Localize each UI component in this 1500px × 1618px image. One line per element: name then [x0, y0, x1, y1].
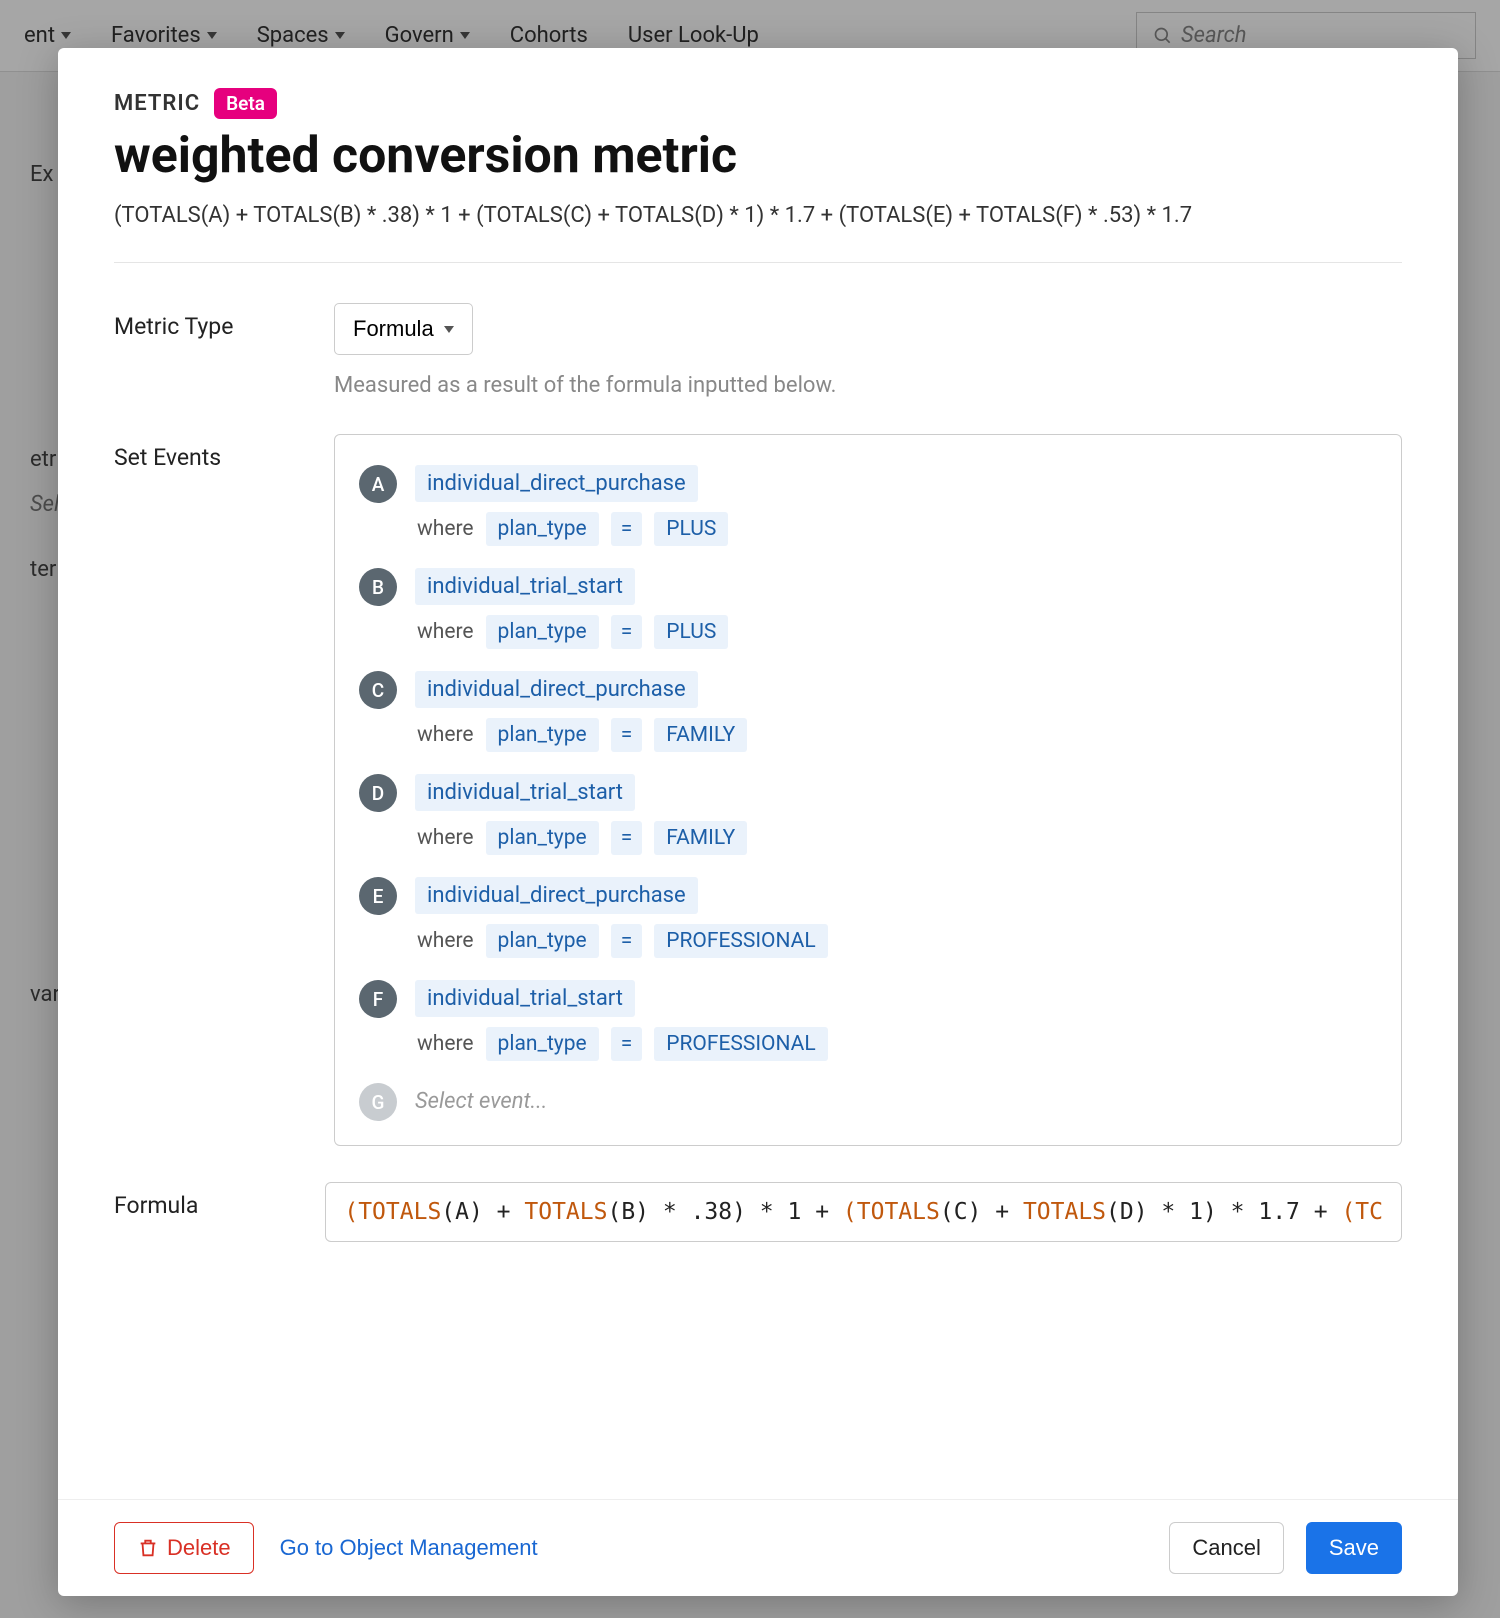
chevron-down-icon: [444, 326, 454, 333]
where-value-chip[interactable]: PROFESSIONAL: [654, 924, 827, 958]
event-placeholder-text: Select event...: [415, 1083, 1377, 1114]
event-letter: B: [359, 568, 397, 606]
event-name-chip[interactable]: individual_direct_purchase: [415, 465, 698, 502]
modal-footer: Delete Go to Object Management Cancel Sa…: [58, 1499, 1458, 1596]
where-op-chip[interactable]: =: [611, 512, 643, 546]
where-value-chip[interactable]: FAMILY: [654, 821, 747, 855]
modal-body: METRIC Beta weighted conversion metric (…: [58, 48, 1458, 1499]
formula-token: TOTALS: [358, 1199, 441, 1225]
formula-token: TC: [1355, 1199, 1383, 1225]
search-placeholder: Search: [1181, 23, 1247, 48]
delete-label: Delete: [167, 1535, 231, 1561]
event-where: where plan_type = PLUS: [415, 615, 1377, 649]
event-name-chip[interactable]: individual_direct_purchase: [415, 671, 698, 708]
formula-token: (C) +: [940, 1199, 1023, 1225]
where-value-chip[interactable]: PLUS: [654, 615, 728, 649]
metric-editor-modal: METRIC Beta weighted conversion metric (…: [58, 48, 1458, 1596]
event-where: where plan_type = FAMILY: [415, 718, 1377, 752]
event-where: where plan_type = PROFESSIONAL: [415, 1027, 1377, 1061]
chevron-down-icon: [335, 32, 345, 39]
events-box: A individual_direct_purchase where plan_…: [334, 434, 1402, 1146]
formula-token: TOTALS: [1023, 1199, 1106, 1225]
where-value-chip[interactable]: PLUS: [654, 512, 728, 546]
search-icon: [1153, 26, 1173, 46]
where-op-chip[interactable]: =: [611, 718, 643, 752]
event-where: where plan_type = FAMILY: [415, 821, 1377, 855]
event-row: E individual_direct_purchase where plan_…: [359, 867, 1377, 970]
nav-item[interactable]: Spaces: [257, 23, 345, 48]
metric-type-value: Formula: [353, 316, 434, 342]
where-field-chip[interactable]: plan_type: [486, 1027, 599, 1061]
formula-input[interactable]: (TOTALS(A) + TOTALS(B) * .38) * 1 + (TOT…: [325, 1182, 1402, 1242]
divider: [114, 262, 1402, 263]
beta-badge: Beta: [214, 88, 277, 119]
formula-token: (B) * .38) * 1 +: [607, 1199, 842, 1225]
event-letter: A: [359, 465, 397, 503]
eyebrow-label: METRIC: [114, 91, 200, 116]
metric-type-select[interactable]: Formula: [334, 303, 473, 355]
chevron-down-icon: [207, 32, 217, 39]
where-value-chip[interactable]: PROFESSIONAL: [654, 1027, 827, 1061]
event-row-placeholder[interactable]: G Select event...: [359, 1073, 1377, 1125]
event-where: where plan_type = PLUS: [415, 512, 1377, 546]
event-name-chip[interactable]: individual_trial_start: [415, 568, 635, 605]
metric-subtitle: (TOTALS(A) + TOTALS(B) * .38) * 1 + (TOT…: [114, 199, 1402, 232]
nav-item[interactable]: Govern: [385, 23, 470, 48]
where-field-chip[interactable]: plan_type: [486, 512, 599, 546]
event-name-chip[interactable]: individual_direct_purchase: [415, 877, 698, 914]
chevron-down-icon: [460, 32, 470, 39]
formula-label: Formula: [114, 1182, 285, 1242]
event-row: C individual_direct_purchase where plan_…: [359, 661, 1377, 764]
where-op-chip[interactable]: =: [611, 615, 643, 649]
event-letter: C: [359, 671, 397, 709]
formula-token: (: [1341, 1199, 1355, 1225]
where-field-chip[interactable]: plan_type: [486, 924, 599, 958]
delete-button[interactable]: Delete: [114, 1522, 254, 1574]
event-row: F individual_trial_start where plan_type…: [359, 970, 1377, 1073]
trash-icon: [137, 1537, 159, 1559]
nav-item[interactable]: Favorites: [111, 23, 217, 48]
chevron-down-icon: [61, 32, 71, 39]
nav-item[interactable]: Cohorts: [510, 23, 588, 48]
cancel-button[interactable]: Cancel: [1169, 1522, 1283, 1574]
metric-title: weighted conversion metric: [114, 127, 1402, 185]
object-management-link[interactable]: Go to Object Management: [276, 1523, 542, 1573]
event-letter: D: [359, 774, 397, 812]
where-field-chip[interactable]: plan_type: [486, 615, 599, 649]
formula-token: (: [344, 1199, 358, 1225]
event-letter: G: [359, 1083, 397, 1121]
formula-token: (D) * 1) * 1.7 +: [1106, 1199, 1341, 1225]
where-op-chip[interactable]: =: [611, 821, 643, 855]
save-button[interactable]: Save: [1306, 1522, 1402, 1574]
nav-item[interactable]: User Look-Up: [628, 23, 759, 48]
event-row: B individual_trial_start where plan_type…: [359, 558, 1377, 661]
where-op-chip[interactable]: =: [611, 1027, 643, 1061]
formula-token: (A) +: [441, 1199, 524, 1225]
formula-token: TOTALS: [857, 1199, 940, 1225]
event-row: D individual_trial_start where plan_type…: [359, 764, 1377, 867]
formula-token: TOTALS: [524, 1199, 607, 1225]
event-row: A individual_direct_purchase where plan_…: [359, 455, 1377, 558]
where-field-chip[interactable]: plan_type: [486, 718, 599, 752]
event-letter: E: [359, 877, 397, 915]
where-value-chip[interactable]: FAMILY: [654, 718, 747, 752]
event-where: where plan_type = PROFESSIONAL: [415, 924, 1377, 958]
event-name-chip[interactable]: individual_trial_start: [415, 980, 635, 1017]
formula-token: (: [843, 1199, 857, 1225]
event-letter: F: [359, 980, 397, 1018]
set-events-label: Set Events: [114, 434, 294, 1146]
where-field-chip[interactable]: plan_type: [486, 821, 599, 855]
where-op-chip[interactable]: =: [611, 924, 643, 958]
event-name-chip[interactable]: individual_trial_start: [415, 774, 635, 811]
nav-item[interactable]: ent: [24, 23, 71, 48]
metric-type-label: Metric Type: [114, 303, 294, 398]
metric-type-helper: Measured as a result of the formula inpu…: [334, 373, 1402, 398]
